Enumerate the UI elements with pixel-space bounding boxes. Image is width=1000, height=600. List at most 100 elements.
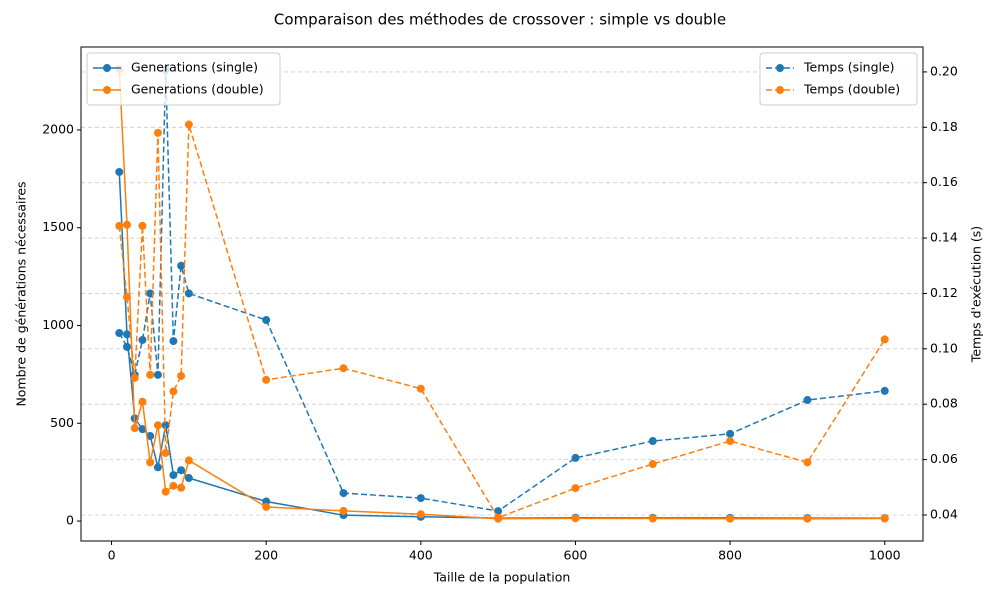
chart-title: Comparaison des méthodes de crossover : …: [274, 11, 726, 29]
marker: [153, 463, 162, 472]
legend-label: Generations (double): [131, 82, 264, 97]
x-tick-label: 200: [254, 548, 278, 563]
marker: [177, 466, 186, 475]
marker: [571, 484, 580, 493]
marker: [146, 370, 155, 379]
legend-marker: [103, 86, 111, 94]
marker: [161, 421, 170, 430]
marker: [169, 481, 178, 490]
legend: Temps (single) Temps (double): [759, 52, 918, 106]
y2-tick-label: 0.04: [930, 506, 958, 521]
marker: [169, 387, 178, 396]
marker: [161, 487, 170, 496]
legend-label: Generations (single): [131, 60, 258, 75]
y2-tick-label: 0.20: [930, 63, 958, 78]
y-tick-label: 500: [50, 415, 74, 430]
marker: [184, 474, 193, 483]
marker: [184, 456, 193, 465]
series-line: [118, 124, 886, 519]
marker: [262, 497, 271, 506]
x-tick-label: 0: [108, 548, 116, 563]
marker: [339, 364, 348, 373]
marker: [138, 335, 147, 344]
marker: [803, 514, 812, 523]
y2-axis-label: Temps d'exécution (s): [969, 226, 984, 363]
marker: [146, 431, 155, 440]
marker: [161, 448, 170, 457]
marker: [803, 458, 812, 467]
marker: [177, 483, 186, 492]
marker: [726, 514, 735, 523]
y-tick-label: 0: [66, 513, 74, 528]
marker: [184, 120, 193, 129]
legend-label: Temps (single): [803, 60, 895, 75]
marker: [115, 329, 124, 338]
marker: [571, 453, 580, 462]
marker: [648, 460, 657, 469]
series-line: [118, 171, 885, 519]
y-tick-label: 1000: [42, 317, 74, 332]
marker: [339, 489, 348, 498]
legend-box: [86, 52, 281, 106]
y2-tick-label: 0.12: [930, 285, 958, 300]
y2-tick-label: 0.16: [930, 174, 958, 189]
legend-marker: [776, 64, 784, 72]
y-axis-label: Nombre de générations nécessaires: [14, 181, 29, 406]
marker: [169, 471, 178, 480]
x-tick-label: 400: [409, 548, 433, 563]
marker: [262, 375, 271, 384]
y2-tick-label: 0.18: [930, 119, 958, 134]
marker: [115, 167, 124, 176]
marker: [262, 502, 271, 511]
marker: [416, 494, 425, 503]
marker: [123, 220, 132, 229]
marker: [339, 506, 348, 515]
marker: [494, 513, 503, 522]
marker: [138, 425, 147, 434]
marker: [880, 514, 889, 523]
series-line: [118, 69, 885, 512]
legend-marker: [103, 64, 111, 72]
marker: [726, 437, 735, 446]
marker: [123, 342, 132, 351]
marker: [153, 421, 162, 430]
marker: [880, 335, 889, 344]
marker: [803, 396, 812, 405]
marker: [880, 386, 889, 395]
marker: [416, 510, 425, 519]
x-tick-label: 1000: [869, 548, 901, 563]
marker: [130, 424, 139, 433]
marker: [153, 370, 162, 379]
y-tick-label: 2000: [42, 121, 74, 136]
marker: [262, 316, 271, 325]
y2-tick-label: 0.08: [930, 396, 958, 411]
marker: [648, 437, 657, 446]
plot-frame: [80, 46, 924, 542]
marker: [416, 384, 425, 393]
marker: [115, 221, 124, 230]
marker: [177, 371, 186, 380]
marker: [123, 293, 132, 302]
y2-tick-label: 0.14: [930, 230, 958, 245]
x-axis-label: Taille de la population: [433, 570, 571, 585]
marker: [169, 337, 178, 346]
legend-marker: [776, 86, 784, 94]
marker: [138, 221, 147, 230]
marker: [571, 514, 580, 523]
legend-label: Temps (double): [803, 82, 900, 97]
y2-tick-label: 0.10: [930, 340, 958, 355]
marker: [726, 429, 735, 438]
y2-tick-label: 0.06: [930, 451, 958, 466]
marker: [130, 373, 139, 382]
marker: [153, 128, 162, 137]
marker: [177, 261, 186, 270]
marker: [123, 330, 132, 339]
marker: [184, 289, 193, 298]
y-tick-label: 1500: [42, 219, 74, 234]
marker: [146, 458, 155, 467]
marker: [648, 514, 657, 523]
x-tick-label: 800: [718, 548, 742, 563]
legend-box: [759, 52, 918, 106]
marker: [138, 397, 147, 406]
legend: Generations (single) Generations (double): [86, 52, 281, 106]
